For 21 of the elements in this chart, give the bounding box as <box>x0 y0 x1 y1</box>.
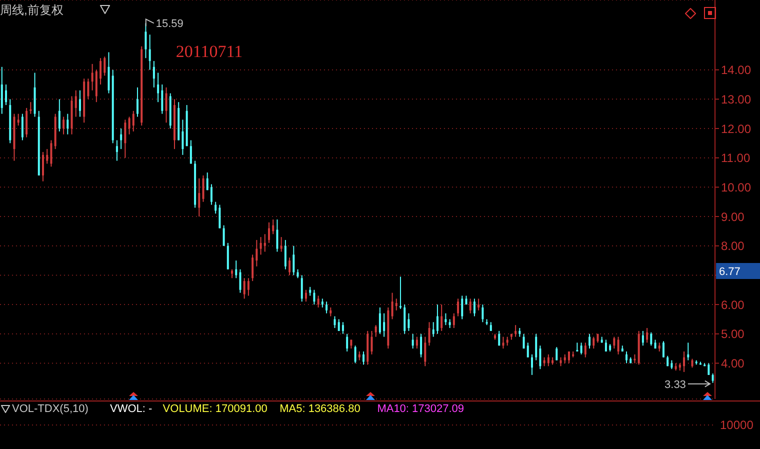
y-tick-label: 8.00 <box>721 239 745 254</box>
y-tick-label: 4.00 <box>721 356 745 370</box>
text: VOLUME: 170091.00 <box>162 403 268 415</box>
y-tick-label: 12.00 <box>721 122 752 136</box>
y-tick-label: 6.00 <box>721 298 745 312</box>
y-tick-label: 13.00 <box>721 92 752 106</box>
y-tick-label: 11.00 <box>721 151 750 166</box>
annotation: 20110711 <box>176 42 243 62</box>
y-tick-label: 14.00 <box>721 63 752 78</box>
chart-title: 周线,前复权 <box>0 3 64 17</box>
y-tick-label: 9.00 <box>721 210 745 224</box>
annotation: 15.59 <box>156 18 184 30</box>
text: MA5: 136386.80 <box>280 403 360 415</box>
text: 6.77 <box>719 266 740 278</box>
text: MA10: 173027.09 <box>377 403 464 415</box>
text: 10000 <box>720 418 754 432</box>
annotation: 3.33 <box>664 378 686 391</box>
text: VOL-TDX(5,10) <box>12 403 88 415</box>
text: VWOL: - <box>110 403 153 415</box>
y-tick-label: 10.00 <box>721 180 752 194</box>
y-tick-label: 5.00 <box>721 327 745 342</box>
